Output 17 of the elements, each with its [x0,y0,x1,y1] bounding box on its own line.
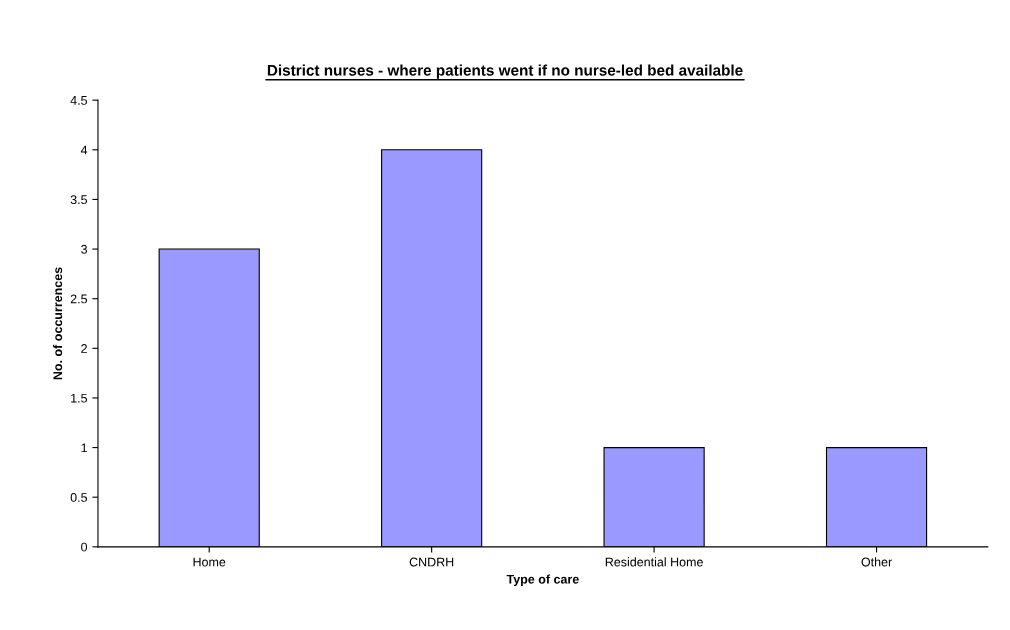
y-axis-title: No. of occurrences [52,267,63,380]
y-tick-label: 2.5 [70,294,88,304]
y-tick-label: 2 [81,344,87,353]
y-tick-label: 1.5 [71,393,88,403]
y-tick-label: 1 [81,443,87,453]
y-tick-label: 3 [81,244,87,254]
x-axis-title: Type of care [506,574,579,587]
x-tick-label: Home [193,557,226,567]
y-tick-label: 3.5 [70,195,88,205]
x-tick-label: Residential Home [605,557,703,567]
y-tick-label: 4.5 [70,96,88,105]
y-tick-label: 0.5 [70,493,88,502]
y-tick-label: 4 [80,145,88,155]
chart-title: District nurses - where patients went if no nurse-led bed available [267,64,743,79]
x-tick-label: CNDRH [409,557,454,567]
y-tick-label: 0 [81,542,88,552]
x-tick-label: Other [861,557,892,567]
